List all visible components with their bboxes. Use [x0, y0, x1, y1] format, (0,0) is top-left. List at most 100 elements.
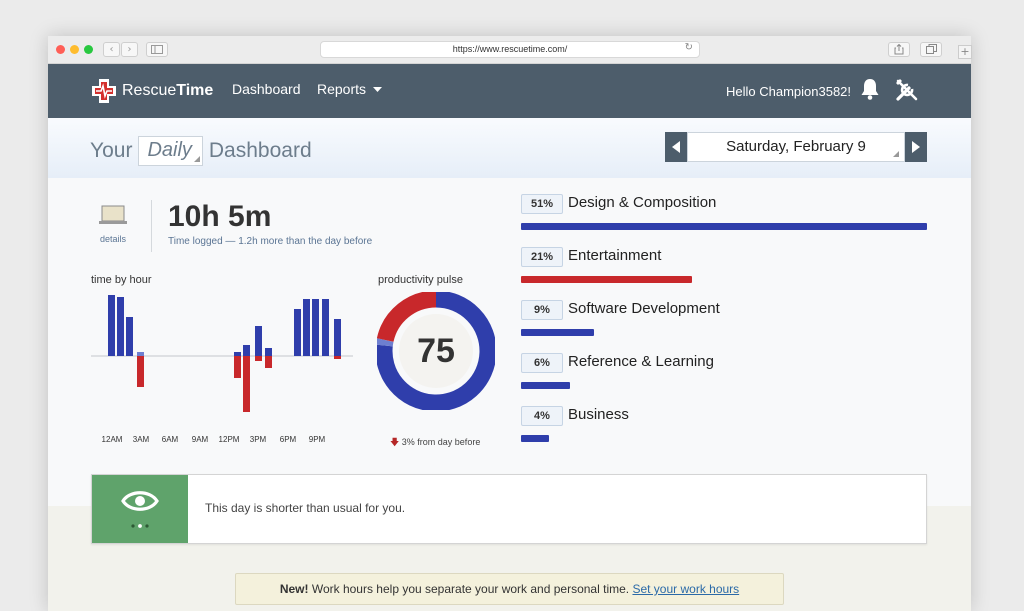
eye-icon	[121, 491, 159, 528]
logo-text: RescueTime	[122, 82, 213, 100]
date-selector[interactable]: Saturday, February 9	[687, 132, 905, 162]
back-button[interactable]: ‹	[103, 42, 120, 57]
tabs-icon	[925, 44, 937, 54]
pulse-score: 75	[417, 332, 455, 370]
pulse-neutral-arc	[377, 338, 394, 347]
tools-icon	[896, 79, 918, 101]
logo-icon	[90, 77, 118, 105]
down-arrow-icon: 🡇	[390, 437, 400, 447]
insight-text: This day is shorter than usual for you.	[205, 501, 406, 515]
hour-bar	[243, 345, 250, 356]
hour-bar	[126, 317, 133, 356]
nav-dashboard[interactable]: Dashboard	[232, 81, 301, 97]
pulse-distracting-arc	[377, 292, 437, 343]
settings-button[interactable]	[894, 77, 920, 108]
divider	[151, 200, 152, 252]
notifications-button[interactable]	[860, 77, 880, 106]
insight-banner: This day is shorter than usual for you.	[91, 474, 927, 544]
title-dashboard: Dashboard	[208, 139, 312, 162]
hour-tick-label: 9AM	[191, 435, 209, 444]
bell-icon	[861, 79, 879, 100]
triangle-left-icon	[672, 141, 680, 153]
new-tab-button[interactable]: +	[958, 45, 972, 59]
category-name: Design & Composition	[568, 194, 717, 211]
share-icon	[894, 43, 904, 55]
forward-button[interactable]: ›	[121, 42, 138, 57]
close-window-button[interactable]	[56, 45, 65, 54]
logo-text-bold: Time	[176, 82, 214, 99]
details-label: details	[99, 234, 126, 244]
hour-bar	[243, 356, 250, 412]
category-percent: 6%	[521, 353, 563, 373]
minimize-window-button[interactable]	[70, 45, 79, 54]
reload-icon[interactable]: ↻	[684, 42, 693, 53]
details-link[interactable]: details	[98, 205, 128, 244]
triangle-right-icon	[912, 141, 920, 153]
category-bar	[521, 382, 570, 389]
pulse-change: 🡇 3% from day before	[390, 435, 480, 451]
hour-tick-label: 6PM	[279, 435, 297, 444]
category-bar	[521, 276, 692, 283]
hour-tick-label: 9PM	[308, 435, 326, 444]
hour-bar	[255, 356, 262, 361]
previous-day-button[interactable]	[665, 132, 687, 162]
set-work-hours-link[interactable]: Set your work hours	[632, 582, 740, 596]
dashboard-header: Your Daily Dashboard Saturday, February …	[48, 118, 971, 178]
address-bar[interactable]: https://www.rescuetime.com/ ↻	[320, 41, 700, 58]
time-by-hour-chart	[91, 295, 353, 412]
pulse-change-text: 3% from day before	[401, 437, 481, 447]
user-greeting[interactable]: Hello Champion3582!	[726, 84, 852, 99]
period-selector[interactable]: Daily	[138, 136, 203, 166]
next-day-button[interactable]	[905, 132, 927, 162]
time-by-hour-title: time by hour	[91, 274, 152, 286]
pulse-center	[399, 314, 473, 388]
category-name: Business	[568, 406, 629, 423]
hour-tick-label: 3PM	[249, 435, 267, 444]
total-time-logged: 10h 5m	[168, 200, 272, 233]
category-percent: 9%	[521, 300, 563, 320]
rescuetime-logo[interactable]: RescueTime	[90, 77, 213, 105]
hour-bar	[265, 356, 272, 368]
time-logged-comparison: Time logged — 1.2h more than the day bef…	[168, 236, 373, 247]
url-text: https://www.rescuetime.com/	[452, 44, 568, 54]
app-header: RescueTime Dashboard Reports Hello Champ…	[48, 64, 971, 118]
hour-tick-label: 6AM	[161, 435, 179, 444]
hour-bar	[255, 326, 262, 356]
hour-bar	[108, 295, 115, 356]
hour-bar	[265, 348, 272, 356]
category-bar	[521, 329, 594, 336]
hour-bar	[303, 299, 310, 356]
notice-new-label: New!	[279, 582, 309, 596]
nav-reports[interactable]: Reports	[317, 81, 382, 97]
maximize-window-button[interactable]	[84, 45, 93, 54]
hour-tick-label: 12PM	[218, 435, 240, 444]
work-hours-notice: New! Work hours help you separate your w…	[235, 573, 784, 605]
tabs-overview-button[interactable]	[920, 42, 942, 57]
category-row[interactable]: 4% Business	[521, 406, 931, 456]
sidebar-icon	[151, 45, 163, 54]
category-row[interactable]: 6% Reference & Learning	[521, 353, 931, 403]
hour-bar	[117, 297, 124, 356]
category-row[interactable]: 9% Software Development	[521, 300, 931, 350]
hour-bar	[322, 299, 329, 356]
hour-bar	[312, 299, 319, 356]
hour-bar	[137, 356, 144, 387]
nav-reports-label: Reports	[317, 81, 367, 97]
category-percent: 4%	[521, 406, 563, 426]
hour-tick-label: 3AM	[132, 435, 150, 444]
chevron-down-icon	[372, 87, 382, 93]
hour-bar	[334, 319, 341, 356]
sidebar-toggle-button[interactable]	[146, 42, 168, 57]
productivity-pulse-title: productivity pulse	[378, 274, 463, 286]
share-button[interactable]	[888, 42, 910, 57]
category-percent: 21%	[521, 247, 563, 267]
laptop-icon	[99, 205, 127, 224]
browser-toolbar: ‹ › https://www.rescuetime.com/ ↻	[48, 36, 971, 64]
category-name: Software Development	[568, 300, 720, 317]
hour-tick-label: 12AM	[101, 435, 123, 444]
hour-bar	[234, 352, 241, 356]
category-row[interactable]: 21% Entertainment	[521, 247, 931, 297]
category-row[interactable]: 51% Design & Composition	[521, 194, 931, 244]
dashboard-content: details 10h 5m Time logged — 1.2h more t…	[48, 178, 971, 506]
category-name: Entertainment	[568, 247, 662, 264]
